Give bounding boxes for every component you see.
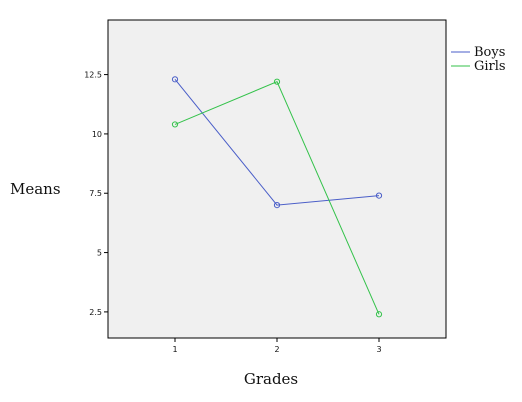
- y-tick-label: 7.5: [89, 189, 102, 198]
- x-axis-title: Grades: [244, 370, 298, 388]
- data-point-girls: [171, 121, 179, 128]
- x-axis-ticks: 1 2 3: [172, 338, 382, 354]
- series-line-girls: [174, 81, 380, 315]
- y-axis-ticks: 2.5 5 7.5 10 12.5: [84, 71, 108, 317]
- data-point-boys: [273, 202, 281, 209]
- series-group: [171, 76, 383, 318]
- x-tick-label: 3: [376, 345, 381, 354]
- y-tick-label: 10: [92, 130, 102, 139]
- y-tick-label: 5: [97, 249, 102, 258]
- y-tick-label: 12.5: [84, 71, 102, 80]
- x-tick-label: 1: [172, 345, 177, 354]
- x-tick-label: 2: [274, 345, 279, 354]
- data-point-boys: [171, 76, 179, 83]
- legend-label: Girls: [474, 59, 506, 74]
- series-line-boys: [174, 79, 380, 206]
- y-tick-label: 2.5: [89, 308, 102, 317]
- legend-label: Boys: [474, 45, 505, 60]
- data-point-boys: [375, 192, 383, 199]
- data-point-girls: [273, 78, 281, 85]
- plot-area: [107, 19, 447, 339]
- data-point-girls: [375, 311, 383, 318]
- y-axis-title: Means: [10, 180, 61, 198]
